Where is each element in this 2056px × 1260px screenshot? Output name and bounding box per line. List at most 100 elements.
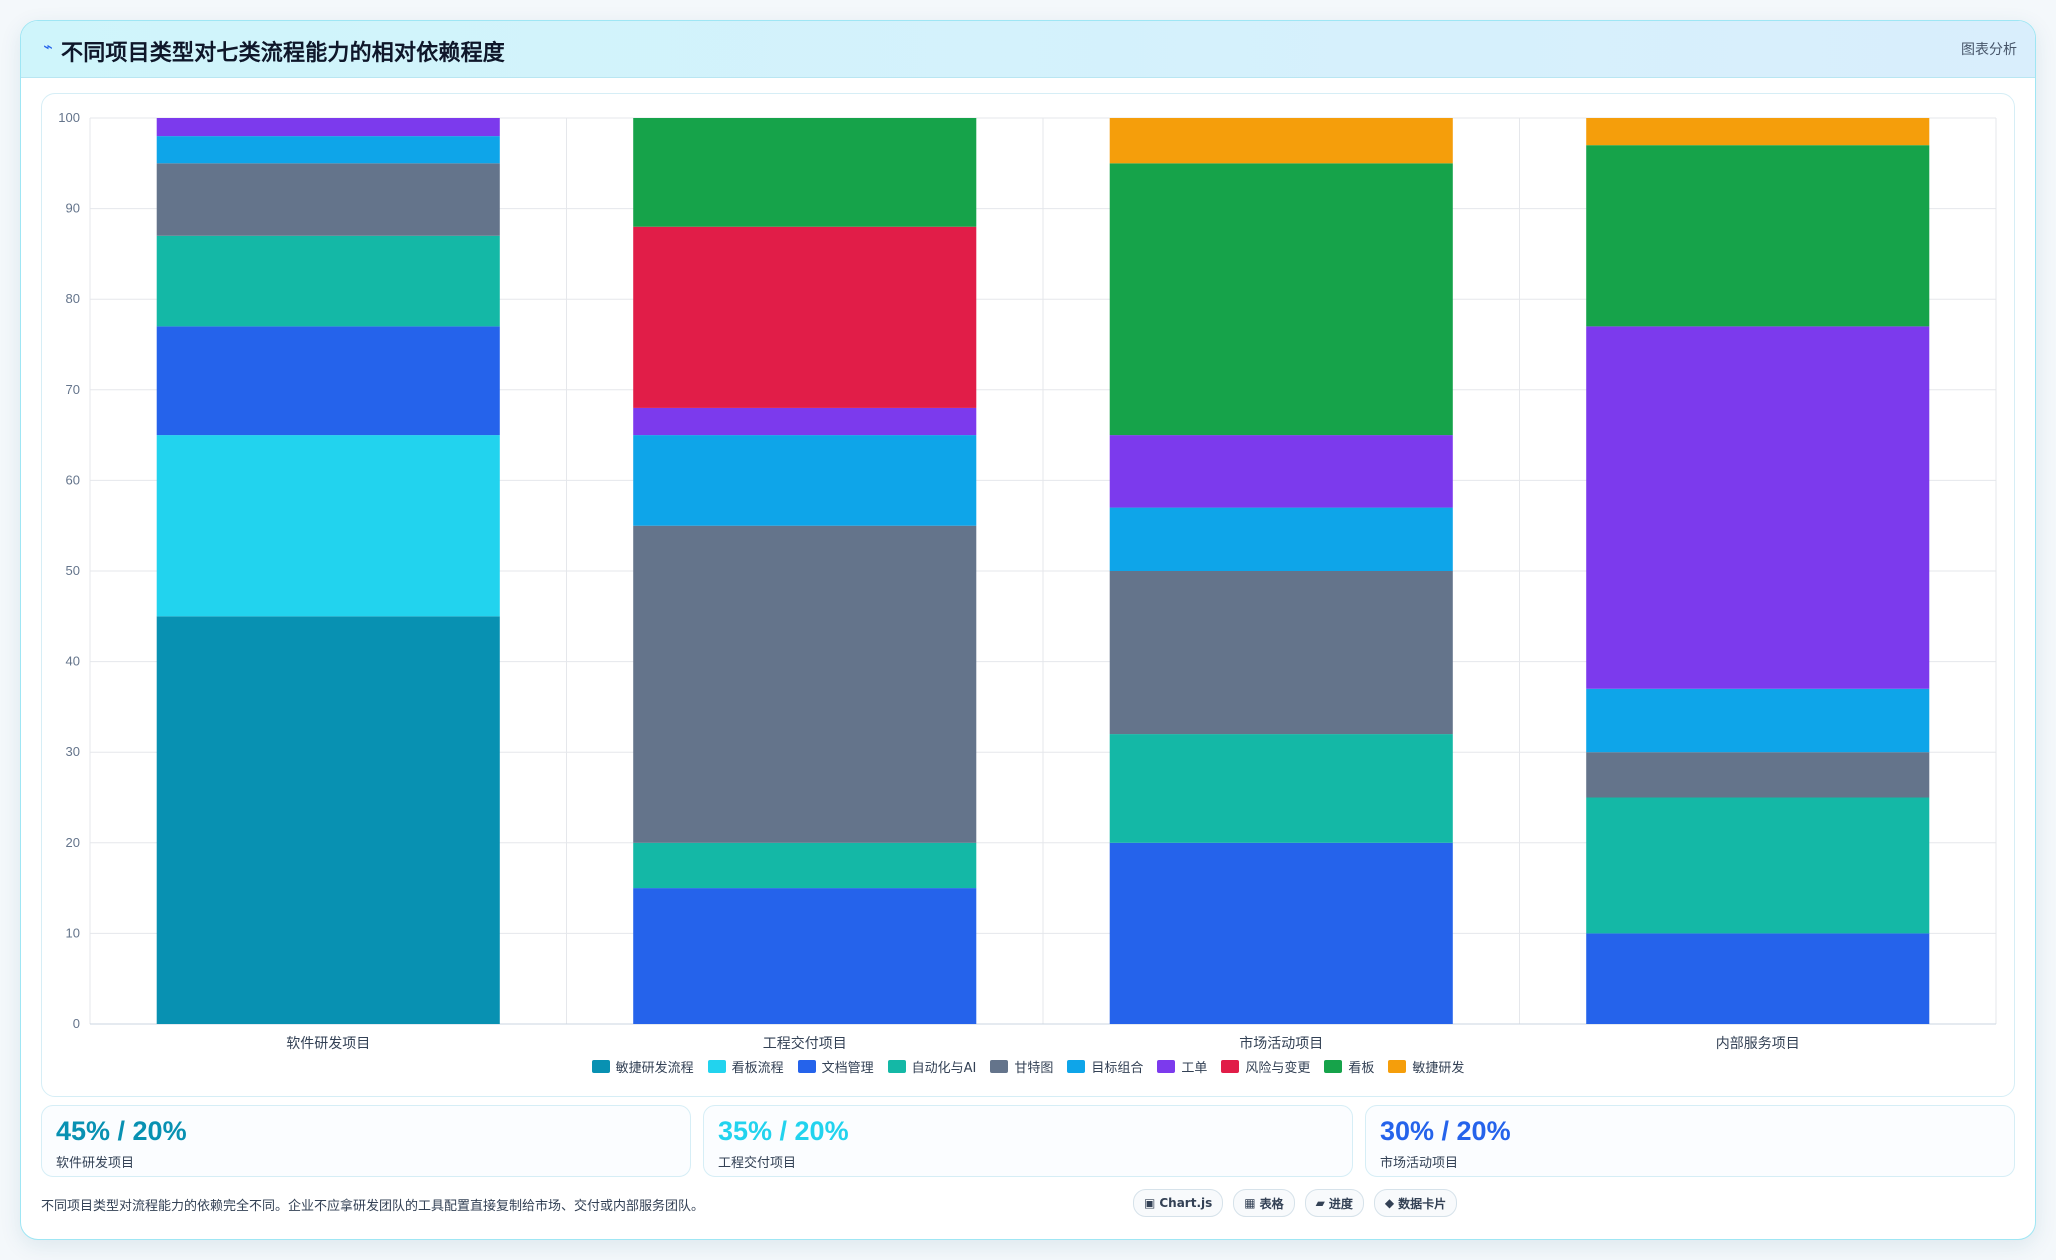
legend-item[interactable]: 风险与变更 xyxy=(1221,1057,1310,1076)
stat-card: 35% / 20% 工程交付项目 xyxy=(703,1105,1353,1177)
legend-item[interactable]: 甘特图 xyxy=(990,1057,1053,1076)
bar-segment xyxy=(156,435,500,617)
footer-note: 不同项目类型对流程能力的依赖完全不同。企业不应拿研发团队的工具配置直接复制给市场… xyxy=(41,1199,705,1214)
tag-icon: ▣ xyxy=(1144,1196,1156,1210)
x-tick-label: 市场活动项目 xyxy=(1239,1035,1323,1052)
bar-segment xyxy=(1109,118,1453,164)
stat-value: 45% / 20% xyxy=(56,1116,187,1146)
bar-segment xyxy=(1109,435,1453,508)
legend-label: 工单 xyxy=(1181,1060,1208,1076)
bar-segment xyxy=(1586,688,1930,753)
legend-label: 看板流程 xyxy=(731,1060,784,1076)
y-tick-label: 60 xyxy=(66,472,80,487)
chart-icon: ⌁ xyxy=(43,39,53,56)
stat-card: 45% / 20% 软件研发项目 xyxy=(41,1105,691,1177)
bar-segment xyxy=(1586,797,1930,934)
bar-segment xyxy=(1586,326,1930,689)
bar-segment xyxy=(156,616,500,1024)
legend-swatch xyxy=(990,1059,1009,1073)
tag-label: 数据卡片 xyxy=(1398,1196,1447,1211)
footer-tag[interactable]: ▦ 表格 xyxy=(1233,1189,1295,1217)
chart-analysis-button[interactable]: 图表分析 xyxy=(1961,42,2017,58)
tag-label: Chart.js xyxy=(1159,1196,1213,1210)
bar-segment xyxy=(633,226,977,408)
tag-icon: ▰ xyxy=(1315,1196,1325,1210)
bar-segment xyxy=(633,407,977,436)
legend-label: 甘特图 xyxy=(1014,1060,1054,1076)
bar-segment xyxy=(156,163,500,236)
x-tick-label: 内部服务项目 xyxy=(1716,1036,1800,1052)
tag-label: 表格 xyxy=(1259,1196,1284,1211)
bar-segment xyxy=(156,235,500,327)
tag-icon: ◆ xyxy=(1384,1196,1395,1210)
y-tick-label: 80 xyxy=(66,291,80,306)
legend-swatch xyxy=(887,1059,906,1073)
stat-label: 市场活动项目 xyxy=(1380,1156,1459,1171)
footer-tag[interactable]: ◆ 数据卡片 xyxy=(1373,1189,1458,1217)
legend-item[interactable]: 自动化与AI xyxy=(887,1057,977,1076)
legend-label: 敏捷研发流程 xyxy=(615,1060,694,1076)
bar-segment xyxy=(1109,734,1453,843)
legend-swatch xyxy=(1221,1059,1240,1073)
stacked-bar-chart: 0 10 20 30 40 50 60 70 80 90 100 软件研发项目 工程交付项目 市场活动项目… xyxy=(58,110,1997,1052)
legend-swatch xyxy=(707,1059,726,1073)
stat-value: 30% / 20% xyxy=(1380,1116,1511,1146)
y-tick-label: 0 xyxy=(73,1016,80,1031)
y-tick-label: 90 xyxy=(66,201,80,216)
footer-tags: ▣ Chart.js ▦ 表格 ▰ 进度 ◆ 数据卡片 xyxy=(1133,1189,1458,1217)
stat-value: 35% / 20% xyxy=(718,1116,849,1146)
legend-item[interactable]: 敏捷研发 xyxy=(1388,1057,1464,1076)
legend-item[interactable]: 敏捷研发流程 xyxy=(591,1057,694,1076)
legend-item[interactable]: 看板 xyxy=(1324,1057,1374,1076)
bar-segment xyxy=(156,326,500,436)
footer-tag[interactable]: ▰ 进度 xyxy=(1304,1189,1364,1217)
legend-label: 看板 xyxy=(1348,1060,1375,1076)
chart-card: 0 10 20 30 40 50 60 70 80 90 100 软件研发项目 工程交付项目 市场活动项目… xyxy=(41,93,2015,1097)
page-title: 不同项目类型对七类流程能力的相对依赖程度 xyxy=(61,41,506,66)
legend-label: 风险与变更 xyxy=(1245,1060,1311,1076)
bar-segment xyxy=(1109,842,1453,1024)
y-tick-label: 30 xyxy=(66,744,80,759)
legend-item[interactable]: 文档管理 xyxy=(797,1057,874,1076)
legend-swatch xyxy=(797,1059,816,1073)
x-tick-label: 工程交付项目 xyxy=(763,1035,847,1052)
tag-label: 进度 xyxy=(1328,1196,1353,1211)
stat-card: 30% / 20% 市场活动项目 xyxy=(1365,1105,2015,1177)
legend-label: 文档管理 xyxy=(821,1060,874,1076)
legend-label: 敏捷研发 xyxy=(1412,1060,1465,1076)
legend-swatch xyxy=(1067,1059,1086,1073)
panel-header: ⌁ 不同项目类型对七类流程能力的相对依赖程度 图表分析 xyxy=(21,21,2035,78)
x-tick-label: 软件研发项目 xyxy=(286,1036,370,1052)
stat-label: 软件研发项目 xyxy=(56,1156,135,1171)
bar-segment xyxy=(633,525,977,843)
legend-label: 自动化与AI xyxy=(911,1060,977,1076)
bar-segment xyxy=(1586,752,1930,798)
bar-segment xyxy=(156,118,500,137)
legend-swatch xyxy=(1157,1059,1176,1073)
bar-segment xyxy=(1109,507,1453,571)
bar-segment xyxy=(1586,933,1930,1024)
bar-segment xyxy=(633,118,977,227)
footer-tag[interactable]: ▣ Chart.js xyxy=(1133,1189,1224,1217)
legend-swatch xyxy=(1388,1059,1407,1073)
legend-label: 目标组合 xyxy=(1091,1060,1144,1076)
legend-swatch xyxy=(1324,1059,1343,1073)
legend-swatch xyxy=(591,1059,610,1073)
bar-segment xyxy=(633,842,977,889)
legend-item[interactable]: 看板流程 xyxy=(707,1057,784,1076)
bar-segment xyxy=(633,435,977,526)
bar-segment xyxy=(1109,163,1453,436)
bar-segment xyxy=(1109,571,1453,735)
dashboard-panel: ⌁ 不同项目类型对七类流程能力的相对依赖程度 图表分析 0 10 20 30 40 50 6… xyxy=(20,20,2036,1240)
tag-icon: ▦ xyxy=(1244,1196,1256,1210)
bar-segment xyxy=(1586,118,1930,146)
legend-item[interactable]: 目标组合 xyxy=(1067,1057,1143,1076)
stat-cards: 45% / 20% 软件研发项目 35% / 20% 工程交付项目 30% / 20% 市… xyxy=(41,1105,2015,1177)
y-tick-label: 10 xyxy=(66,925,80,940)
legend-item[interactable]: 工单 xyxy=(1157,1057,1207,1076)
bar-segment xyxy=(1586,145,1930,327)
y-tick-label: 100 xyxy=(58,110,80,125)
bar-segment xyxy=(156,136,500,164)
stat-label: 工程交付项目 xyxy=(718,1156,797,1171)
y-tick-label: 70 xyxy=(66,382,80,397)
